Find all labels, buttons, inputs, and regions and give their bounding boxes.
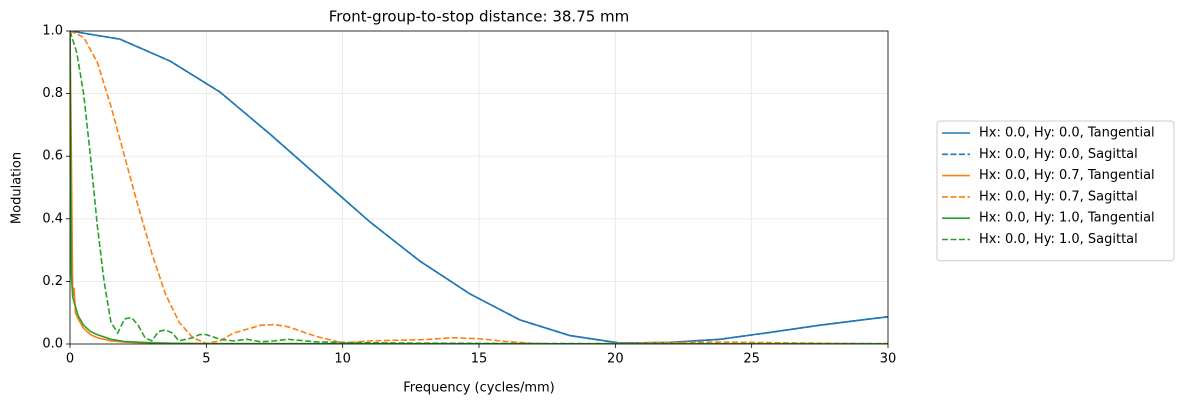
x-tick-label: 15 — [471, 352, 488, 367]
y-tick-label: 0.4 — [42, 211, 63, 226]
x-tick-label: 5 — [202, 352, 210, 367]
legend-label: Hx: 0.0, Hy: 1.0, Sagittal — [979, 232, 1138, 247]
y-tick-label: 1.0 — [42, 24, 63, 39]
series-line — [70, 31, 888, 344]
y-tick-label: 0.6 — [42, 149, 63, 164]
x-tick-label: 20 — [607, 352, 624, 367]
legend-label: Hx: 0.0, Hy: 0.0, Sagittal — [979, 147, 1138, 162]
x-tick-label: 0 — [66, 352, 74, 367]
legend-label: Hx: 0.0, Hy: 0.7, Tangential — [979, 168, 1155, 183]
series-line — [70, 31, 888, 344]
chart-title: Front-group-to-stop distance: 38.75 mm — [329, 8, 630, 26]
legend-label: Hx: 0.0, Hy: 0.7, Sagittal — [979, 189, 1138, 204]
y-axis-label: Modulation — [10, 152, 25, 224]
legend-box — [936, 120, 1175, 262]
legend-label: Hx: 0.0, Hy: 0.0, Tangential — [979, 126, 1155, 141]
x-tick-label: 30 — [880, 352, 897, 367]
series-line — [70, 31, 888, 344]
x-tick-label: 10 — [334, 352, 351, 367]
y-tick-label: 0.2 — [42, 274, 63, 289]
x-tick-label: 25 — [743, 352, 760, 367]
y-tick-label: 0.0 — [42, 337, 63, 352]
y-tick-label: 0.8 — [42, 86, 63, 101]
plot-frame — [69, 30, 889, 345]
x-axis-label: Frequency (cycles/mm) — [403, 381, 555, 396]
legend-label: Hx: 0.0, Hy: 1.0, Tangential — [979, 211, 1155, 226]
